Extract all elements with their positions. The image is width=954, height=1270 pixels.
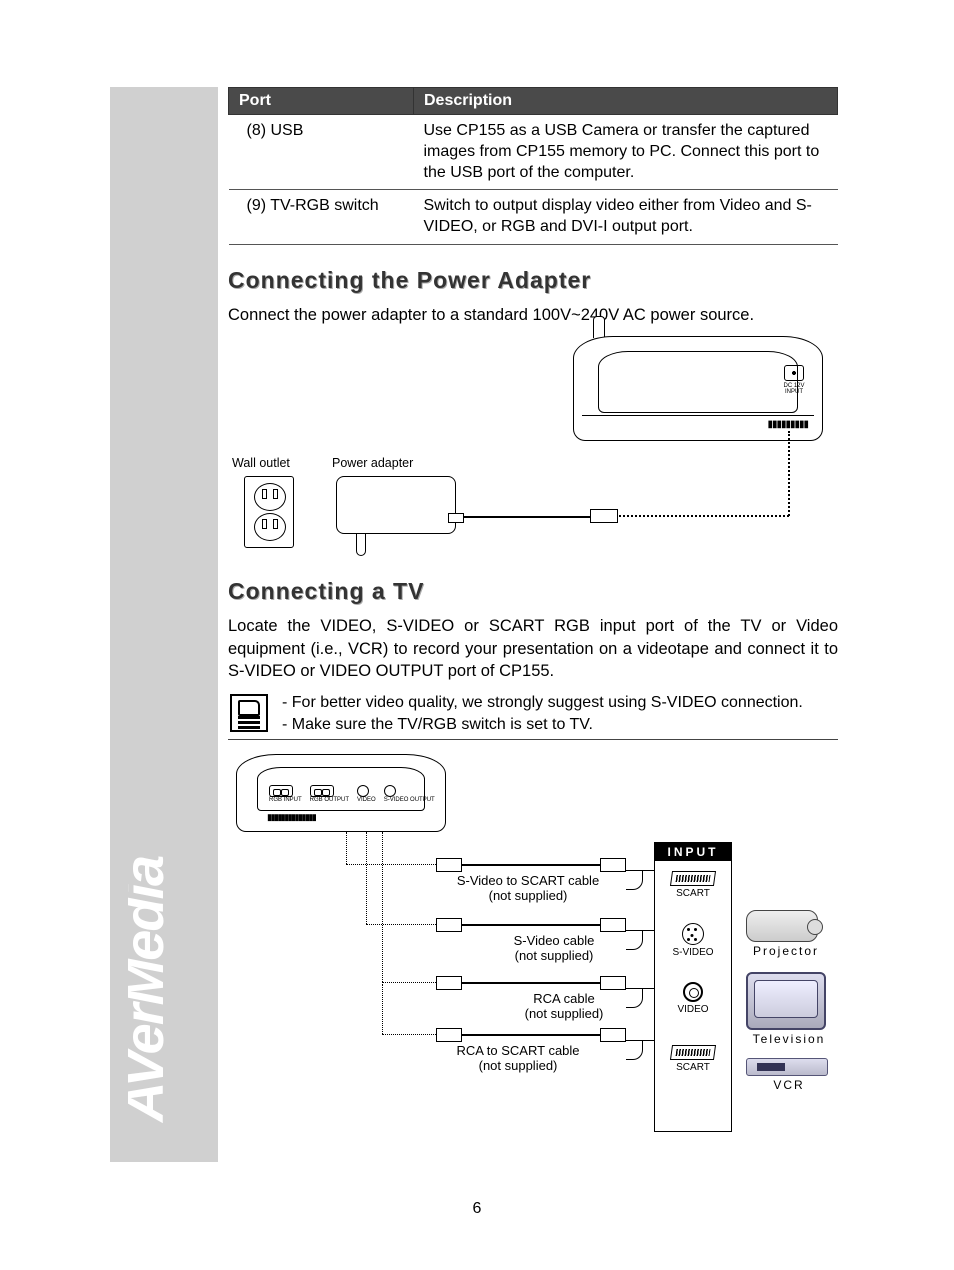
rca-scart-cable-icon [436, 1028, 626, 1042]
tv-input-panel: INPUT SCART S-VIDEO VIDEO SCART [654, 842, 732, 1132]
scart-port-icon: SCART [655, 1045, 731, 1073]
vcr-icon: VCR [746, 1058, 832, 1094]
svideo-port-icon: S-VIDEO [655, 923, 731, 958]
table-row: (9) TV-RGB switch Switch to output displ… [229, 190, 838, 245]
dotted-line-icon [382, 1034, 436, 1035]
device-arm-icon [593, 316, 605, 338]
dotted-line-icon [366, 832, 367, 924]
wall-outlet-icon [244, 476, 294, 548]
power-adapter-label: Power adapter [332, 456, 413, 470]
dotted-line-icon [382, 982, 436, 983]
dc-input-port-icon: DC 12V INPUT [776, 365, 812, 405]
svideo-cable-icon [436, 918, 626, 932]
dotted-line-icon [346, 832, 347, 864]
cable-label: S-Video to SCART cable(not supplied) [438, 874, 618, 904]
page-number: 6 [0, 1200, 954, 1218]
wall-outlet-label: Wall outlet [232, 456, 290, 470]
cp155-rear-icon: RGB INPUT RGB OUTPUT VIDEO S-VIDEO OUTPU… [236, 754, 446, 832]
connector-line-icon [626, 870, 654, 871]
port-table: Port Description (8) USB Use CP155 as a … [228, 87, 838, 245]
sidebar: AVerMedia [110, 87, 218, 1162]
tv-connection-diagram: RGB INPUT RGB OUTPUT VIDEO S-VIDEO OUTPU… [228, 739, 838, 1139]
scart-port-icon: SCART [655, 871, 731, 899]
rca-cable-icon [436, 976, 626, 990]
vents-icon: ▮▮▮▮▮▮▮▮▮ [767, 419, 808, 430]
projector-icon: Projector [746, 910, 826, 954]
video-port-icon [357, 785, 369, 797]
cp155-ports-icon: RGB INPUT RGB OUTPUT VIDEO S-VIDEO OUTPU… [269, 785, 435, 803]
cp155-device-icon: DC 12V INPUT ▮▮▮▮▮▮▮▮▮ [573, 336, 823, 441]
power-adapter-diagram: DC 12V INPUT ▮▮▮▮▮▮▮▮▮ Wall outlet Power… [228, 336, 833, 556]
dotted-line-icon [382, 832, 383, 982]
cell-port: (8) USB [229, 115, 414, 190]
note-item: - Make sure the TV/RGB switch is set to … [282, 714, 803, 736]
note-icon [230, 694, 268, 732]
section-heading-tv: Connecting a TV [228, 578, 838, 605]
th-port: Port [229, 88, 414, 115]
input-title: INPUT [655, 843, 731, 861]
video-port-icon: VIDEO [655, 982, 731, 1015]
table-row: (8) USB Use CP155 as a USB Camera or tra… [229, 115, 838, 190]
th-desc: Description [414, 88, 838, 115]
rgb-input-port-icon [269, 785, 293, 797]
dotted-line-icon [366, 924, 436, 925]
connector-line-icon [626, 930, 654, 931]
vents-icon: ▮▮▮▮▮▮▮▮▮▮▮▮▮▮ [267, 812, 315, 823]
note-item: - For better video quality, we strongly … [282, 692, 803, 714]
svideo-scart-cable-icon [436, 858, 626, 872]
svg-text:AVerMedia: AVerMedia [128, 856, 175, 1124]
svideo-port-icon [384, 785, 396, 797]
adapter-cord-icon [356, 534, 366, 556]
rgb-output-port-icon [310, 785, 334, 797]
cell-port: (9) TV-RGB switch [229, 190, 414, 245]
adapter-cable-icon [456, 511, 596, 523]
cable-label: S-Video cable(not supplied) [464, 934, 644, 964]
connector-line-icon [626, 988, 654, 989]
power-adapter-icon [336, 476, 456, 534]
television-icon: Television [746, 972, 832, 1044]
section-heading-power: Connecting the Power Adapter [228, 267, 838, 294]
note-block: - For better video quality, we strongly … [230, 692, 838, 735]
dc-plug-icon [590, 509, 618, 523]
section-body: Locate the VIDEO, S-VIDEO or SCART RGB i… [228, 615, 838, 682]
brand-logo: AVerMedia [128, 702, 198, 1142]
dotted-line-icon [346, 864, 436, 865]
connector-line-icon [626, 1040, 654, 1041]
cell-desc: Switch to output display video either fr… [414, 190, 838, 245]
dotted-line-icon [382, 984, 383, 1034]
page-content: Port Description (8) USB Use CP155 as a … [228, 87, 838, 1139]
note-text: - For better video quality, we strongly … [282, 692, 803, 735]
dotted-connection-icon [788, 431, 790, 516]
cable-label: RCA to SCART cable(not supplied) [428, 1044, 608, 1074]
section-body: Connect the power adapter to a standard … [228, 304, 838, 326]
cell-desc: Use CP155 as a USB Camera or transfer th… [414, 115, 838, 190]
